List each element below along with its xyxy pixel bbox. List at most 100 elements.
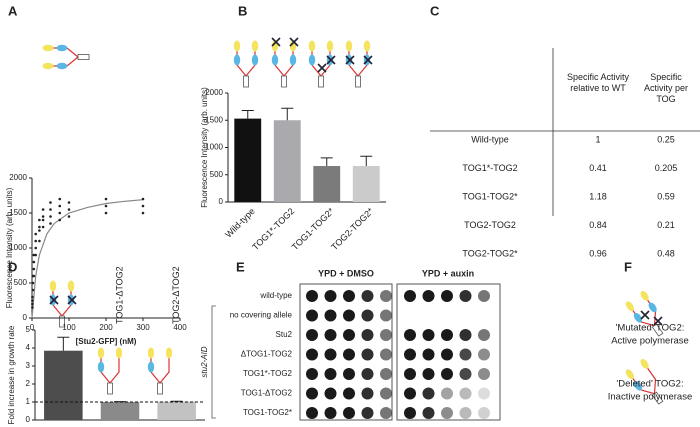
point <box>31 281 35 285</box>
category-label: TOG2-ΔTOG2 <box>171 266 181 324</box>
point <box>32 274 36 278</box>
spot <box>459 387 472 400</box>
icon <box>148 348 172 395</box>
y-tick-label: 0 <box>26 415 31 424</box>
point <box>58 211 62 215</box>
plate-title: YPD + DMSO <box>318 268 374 278</box>
spot <box>306 407 318 419</box>
icon <box>272 41 296 88</box>
spot <box>404 290 416 302</box>
strain-label: ΔTOG1-TOG2 <box>241 350 293 359</box>
cross <box>318 64 326 72</box>
point <box>38 229 41 232</box>
point <box>32 260 36 264</box>
y-tick-label: 2000 <box>205 88 223 97</box>
bar <box>352 166 380 202</box>
point <box>31 299 34 302</box>
spot <box>324 348 337 361</box>
category-label: TOG1-ΔTOG2 <box>114 266 124 324</box>
spot <box>306 387 318 400</box>
bar <box>234 118 262 202</box>
strain-label: TOG1*-TOG2 <box>243 369 293 378</box>
spot <box>404 348 416 361</box>
table-cell: TOG2-TOG2* <box>462 248 518 258</box>
spot <box>306 329 318 341</box>
fit-line <box>31 199 144 319</box>
spot <box>380 309 392 322</box>
point <box>49 222 52 225</box>
error-bar <box>281 107 294 121</box>
point <box>41 215 45 218</box>
spot <box>422 348 435 361</box>
point <box>104 197 108 201</box>
point <box>141 211 145 215</box>
bar <box>100 402 140 420</box>
x-tick-label: Wild-type <box>223 206 257 240</box>
y-tick-label: 1 <box>26 397 31 406</box>
point <box>31 302 34 306</box>
spot <box>459 290 472 302</box>
spot <box>380 348 392 361</box>
point <box>32 267 36 271</box>
strain-label: wild-type <box>259 291 292 300</box>
spot <box>478 329 490 341</box>
spot <box>441 329 453 341</box>
y-tick-label: 0 <box>219 197 224 206</box>
spot <box>324 407 337 419</box>
y-tick-label: 500 <box>210 170 224 179</box>
point <box>34 246 37 250</box>
y-tick-label: 1500 <box>205 115 223 124</box>
spot <box>380 290 392 302</box>
point <box>104 204 108 208</box>
spot <box>306 309 318 322</box>
diagram-text: Inactive polymerase <box>608 392 692 403</box>
table-cell: 0.21 <box>657 220 675 230</box>
spot <box>324 329 337 341</box>
y-axis-label: Fluorescence Intensity (arb. units) <box>200 87 209 208</box>
spot <box>306 368 318 380</box>
spot <box>343 290 355 302</box>
spot <box>422 290 435 302</box>
y-tick-label: 1000 <box>9 243 27 252</box>
spot <box>361 348 374 361</box>
spot <box>343 368 355 380</box>
point <box>67 201 71 204</box>
spot <box>404 310 416 322</box>
x-tick-label: 100 <box>62 323 76 332</box>
icon <box>309 41 333 88</box>
point <box>67 215 71 218</box>
panel-label: C <box>430 3 440 18</box>
point <box>141 197 145 201</box>
spot <box>361 387 374 400</box>
spot <box>441 407 453 419</box>
spot <box>459 368 472 380</box>
table-cell: 1 <box>595 134 600 144</box>
bar <box>273 120 301 202</box>
point <box>38 225 41 229</box>
x-tick-label: 0 <box>30 323 35 332</box>
spot <box>478 368 490 380</box>
spot <box>478 348 490 361</box>
y-axis-label: Fluorescence Intensity (arb. units) <box>5 187 14 308</box>
point <box>49 208 52 211</box>
spot <box>423 310 435 322</box>
spot <box>361 309 374 322</box>
spot <box>441 387 453 400</box>
point <box>41 208 45 211</box>
table-cell: 0.59 <box>657 191 675 201</box>
point <box>31 295 34 299</box>
point <box>41 218 45 222</box>
spot <box>459 329 472 341</box>
spot <box>422 407 435 419</box>
icon <box>98 348 122 395</box>
error-bar <box>241 109 254 119</box>
table-cell: 0.96 <box>589 248 607 258</box>
spot <box>361 290 374 302</box>
y-tick-label: 3 <box>26 361 31 370</box>
spot <box>441 290 453 302</box>
spot <box>441 310 453 322</box>
point <box>34 239 37 243</box>
x-tick-label: 400 <box>173 323 187 332</box>
